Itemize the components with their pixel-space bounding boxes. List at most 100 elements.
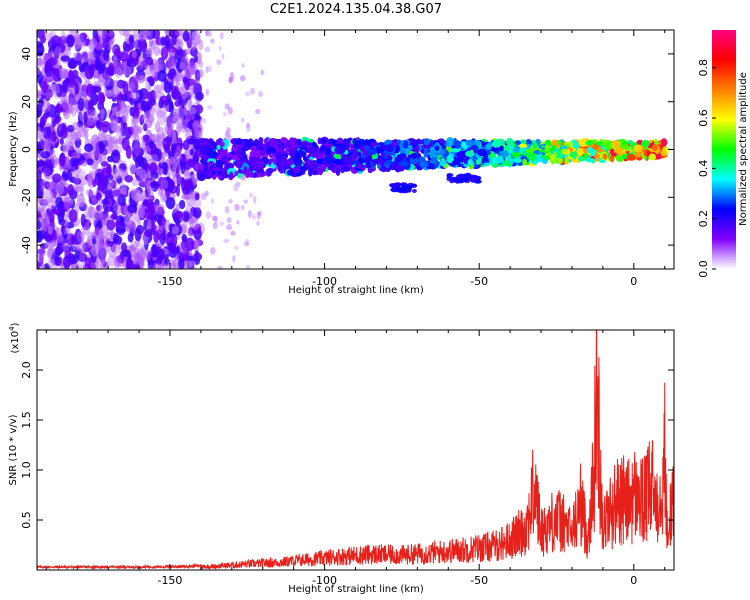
spectral-cell bbox=[246, 124, 251, 133]
spectral-cell bbox=[171, 225, 179, 235]
spectral-cell bbox=[578, 138, 588, 148]
spectral-cell bbox=[95, 57, 101, 71]
spectral-cell bbox=[37, 57, 43, 66]
spectral-cell bbox=[224, 130, 230, 137]
spectral-cell bbox=[123, 65, 132, 77]
spectral-cell bbox=[70, 263, 81, 269]
spectral-cell bbox=[147, 201, 157, 215]
spectral-cell bbox=[153, 263, 162, 269]
spectral-cell bbox=[583, 147, 588, 154]
spectral-cell bbox=[634, 152, 642, 158]
spectral-cell bbox=[216, 59, 222, 66]
spectral-cell bbox=[86, 158, 94, 166]
spectral-cell bbox=[103, 48, 110, 61]
spectral-cell bbox=[44, 137, 53, 149]
spectral-cell bbox=[95, 120, 101, 129]
spectral-cell bbox=[532, 160, 538, 165]
spectral-cell bbox=[204, 190, 209, 197]
spectral-cell bbox=[603, 140, 614, 149]
spectral-cell bbox=[205, 88, 210, 96]
spectral-cell bbox=[124, 175, 134, 183]
spectral-cell bbox=[392, 182, 400, 187]
spectral-cell bbox=[239, 74, 246, 82]
spectral-cell bbox=[198, 163, 204, 171]
spectral-cell bbox=[152, 37, 157, 47]
x-tick-label: -100 bbox=[312, 574, 337, 587]
spectral-cell bbox=[307, 146, 318, 153]
spectral-cell bbox=[300, 150, 307, 158]
spectral-cell bbox=[106, 75, 112, 83]
spectral-cell bbox=[293, 156, 301, 164]
spectral-cell bbox=[159, 248, 165, 261]
spectral-cell bbox=[86, 239, 92, 249]
spectral-cell bbox=[126, 58, 132, 67]
spectral-cell bbox=[167, 231, 172, 238]
spectral-cell bbox=[228, 199, 233, 204]
spectral-cell bbox=[117, 93, 123, 101]
spectral-cell bbox=[97, 91, 106, 105]
spectrogram-y-ticks: -40 -20 0 20 40 bbox=[20, 47, 674, 254]
spectral-cell bbox=[550, 144, 557, 152]
spectral-cell bbox=[117, 259, 125, 268]
spectral-cell bbox=[585, 157, 596, 163]
spectral-cell bbox=[149, 98, 157, 106]
spectral-cell bbox=[188, 78, 196, 86]
spectral-cell bbox=[411, 189, 417, 193]
spectral-cell bbox=[89, 190, 96, 202]
spectral-cell bbox=[169, 180, 175, 192]
spectral-cell bbox=[385, 159, 393, 166]
y-tick-label: 1.0 bbox=[20, 461, 33, 479]
spectral-cell bbox=[654, 152, 662, 160]
spectral-cell bbox=[549, 154, 555, 161]
spectral-cell bbox=[93, 227, 104, 239]
spectral-cell bbox=[303, 162, 310, 167]
spectral-cell bbox=[467, 159, 473, 166]
spectral-cell bbox=[235, 138, 243, 146]
spectral-cell bbox=[234, 170, 239, 176]
spectral-cell bbox=[258, 137, 264, 145]
spectral-cell bbox=[72, 121, 80, 130]
spectral-cell bbox=[480, 141, 486, 147]
spectral-cell bbox=[109, 228, 115, 241]
spectral-cell bbox=[193, 240, 200, 253]
spectral-cell bbox=[131, 115, 140, 125]
spectral-cell bbox=[43, 196, 54, 204]
spectral-cell bbox=[217, 265, 223, 269]
spectral-cell bbox=[513, 158, 522, 164]
spectral-cell bbox=[509, 158, 514, 165]
spectral-cell bbox=[234, 245, 239, 251]
spectral-cell bbox=[341, 166, 351, 172]
spectral-cell bbox=[50, 239, 58, 248]
spectral-cell bbox=[194, 72, 201, 85]
spectral-cell bbox=[327, 165, 335, 171]
spectral-cell bbox=[192, 207, 202, 219]
spectral-cell bbox=[101, 123, 109, 133]
snr-y-multiplier: (x104) bbox=[8, 322, 21, 353]
spectral-cell bbox=[37, 220, 42, 230]
spectral-cell bbox=[228, 77, 233, 84]
spectral-cell bbox=[451, 177, 457, 182]
spectral-cell bbox=[200, 117, 207, 124]
spectral-cell bbox=[178, 241, 187, 255]
spectral-cell bbox=[226, 127, 231, 134]
spectral-cell bbox=[75, 231, 85, 243]
spectral-cell bbox=[237, 153, 244, 158]
spectral-cell bbox=[166, 166, 173, 177]
spectral-cell bbox=[82, 51, 89, 63]
spectral-cell bbox=[569, 151, 578, 158]
colorbar-ticks: 0.0 0.2 0.4 0.6 0.8 bbox=[697, 59, 716, 278]
spectral-cell bbox=[476, 148, 487, 157]
spectral-cell bbox=[74, 83, 80, 95]
spectral-cell bbox=[67, 169, 72, 182]
spectral-cell bbox=[122, 41, 128, 52]
spectral-cell bbox=[137, 55, 145, 69]
spectral-cell bbox=[312, 170, 318, 175]
spectral-cell bbox=[62, 142, 68, 154]
spectral-cell bbox=[564, 156, 570, 165]
spectral-cell bbox=[381, 165, 387, 173]
spectral-cell bbox=[633, 144, 643, 153]
spectral-cell bbox=[245, 264, 251, 269]
spectral-cell bbox=[544, 144, 550, 153]
spectral-cell bbox=[335, 167, 341, 177]
spectral-cell bbox=[612, 140, 620, 149]
